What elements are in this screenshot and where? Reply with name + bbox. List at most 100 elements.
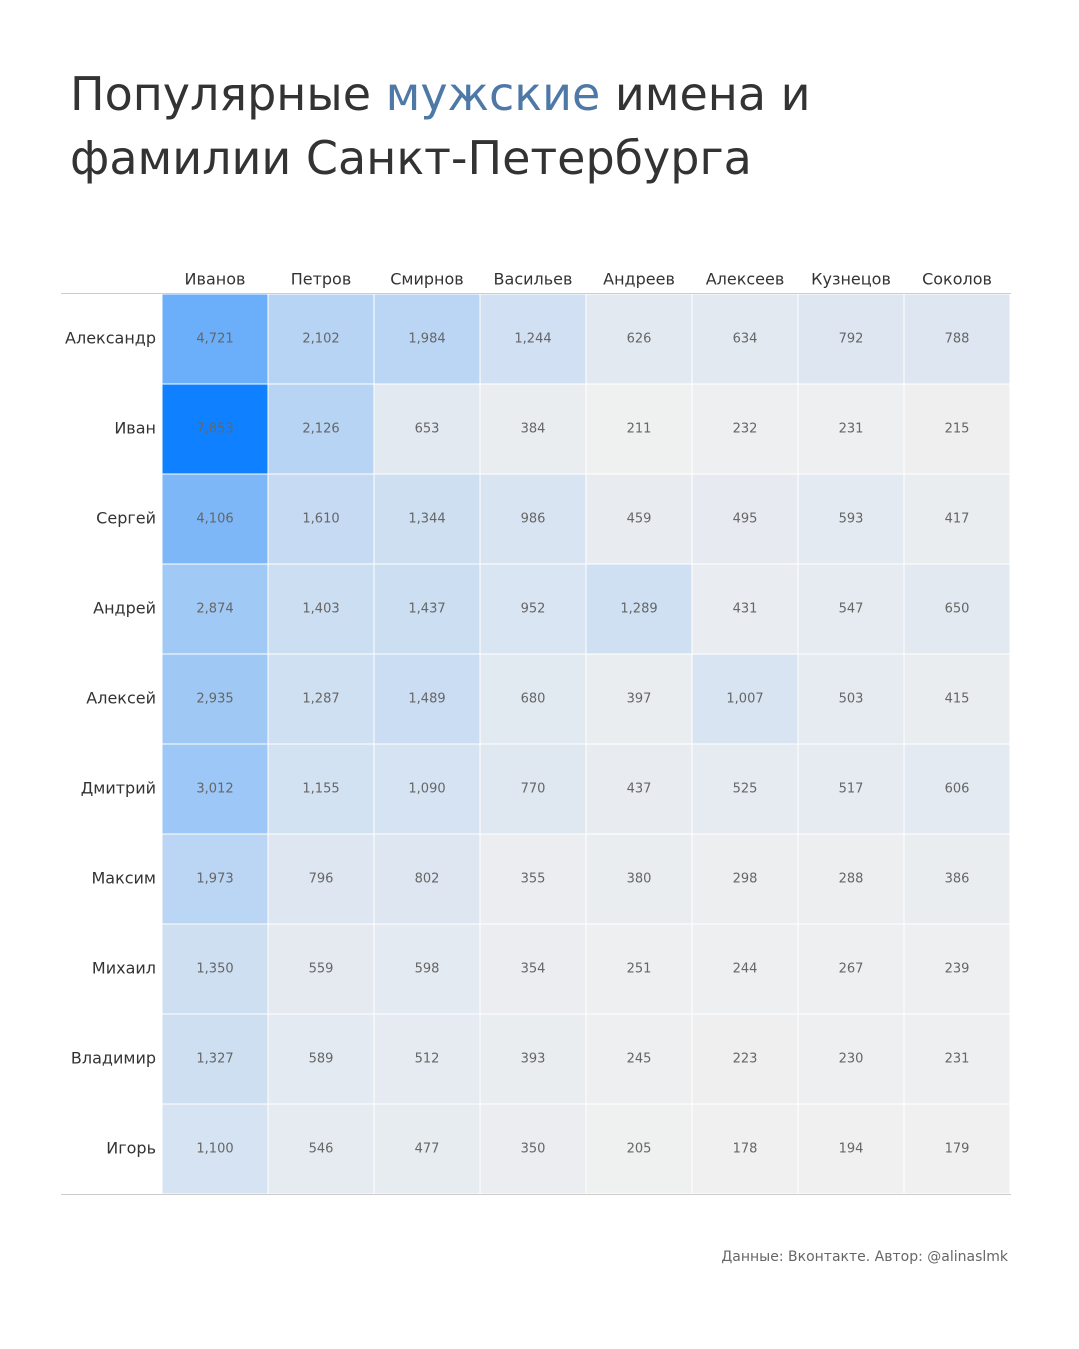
heat-cell	[161, 743, 269, 835]
cell-label: 796	[309, 872, 334, 887]
heat-cell	[267, 923, 375, 1015]
cell-label: 2,102	[302, 332, 339, 347]
column-label: Петров	[291, 270, 352, 289]
cell-label: 1,289	[620, 602, 657, 617]
heat-cell	[903, 923, 1011, 1015]
heat-cell	[585, 563, 693, 655]
heat-cell	[903, 743, 1011, 835]
cell-label: 792	[839, 332, 864, 347]
cell-label: 1,344	[408, 512, 445, 527]
cell-label: 194	[839, 1142, 864, 1157]
cell-label: 1,973	[196, 872, 233, 887]
heat-cell	[479, 653, 587, 745]
row-label: Владимир	[71, 1049, 156, 1068]
heat-cell	[797, 653, 905, 745]
cell-label: 547	[839, 602, 864, 617]
cell-label: 215	[945, 422, 970, 437]
cell-label: 606	[945, 782, 970, 797]
heat-cell	[585, 833, 693, 925]
row-label: Андрей	[93, 599, 156, 618]
column-label: Иванов	[185, 270, 246, 289]
heat-cell	[585, 923, 693, 1015]
cell-label: 788	[945, 332, 970, 347]
heat-cell	[161, 293, 269, 385]
heat-cell	[479, 1103, 587, 1195]
heat-cell	[585, 1103, 693, 1195]
cell-label: 495	[733, 512, 758, 527]
row-label: Михаил	[92, 959, 156, 978]
heat-cell	[267, 1103, 375, 1195]
cell-label: 1,090	[408, 782, 445, 797]
heat-cell	[267, 1013, 375, 1105]
heat-cell	[267, 743, 375, 835]
heat-cell	[161, 1013, 269, 1105]
heat-cell	[585, 1013, 693, 1105]
title-highlight: мужские	[385, 67, 601, 121]
row-label: Дмитрий	[81, 779, 156, 798]
column-label: Алексеев	[706, 270, 785, 289]
cell-label: 1,403	[302, 602, 339, 617]
cell-label: 251	[627, 962, 652, 977]
column-label: Кузнецов	[811, 270, 891, 289]
cell-label: 232	[733, 422, 758, 437]
cell-label: 231	[945, 1052, 970, 1067]
heat-cell	[479, 923, 587, 1015]
cell-label: 650	[945, 602, 970, 617]
row-label: Максим	[91, 869, 156, 888]
row-label: Александр	[65, 329, 156, 348]
cell-label: 952	[521, 602, 546, 617]
cell-label: 1,287	[302, 692, 339, 707]
cell-label: 386	[945, 872, 970, 887]
cell-label: 7,853	[196, 422, 233, 437]
cell-label: 626	[627, 332, 652, 347]
cell-label: 384	[521, 422, 546, 437]
heat-cell	[373, 1013, 481, 1105]
heat-cell	[267, 473, 375, 565]
cell-label: 503	[839, 692, 864, 707]
column-label: Андреев	[603, 270, 675, 289]
cell-label: 598	[415, 962, 440, 977]
heat-cell	[797, 833, 905, 925]
cell-label: 1,984	[408, 332, 445, 347]
cell-label: 354	[521, 962, 546, 977]
heat-cell	[585, 653, 693, 745]
cell-label: 653	[415, 422, 440, 437]
cell-label: 350	[521, 1142, 546, 1157]
cell-label: 680	[521, 692, 546, 707]
cell-label: 245	[627, 1052, 652, 1067]
cell-label: 4,106	[196, 512, 233, 527]
cell-label: 393	[521, 1052, 546, 1067]
heat-cell	[691, 743, 799, 835]
cell-label: 589	[309, 1052, 334, 1067]
cell-label: 770	[521, 782, 546, 797]
heat-cell	[691, 653, 799, 745]
heat-cell	[691, 383, 799, 475]
cell-label: 3,012	[196, 782, 233, 797]
cell-label: 512	[415, 1052, 440, 1067]
heat-cell	[373, 923, 481, 1015]
heat-cell	[267, 383, 375, 475]
heat-cell	[161, 653, 269, 745]
column-label: Васильев	[494, 270, 573, 289]
cell-label: 4,721	[196, 332, 233, 347]
cell-label: 415	[945, 692, 970, 707]
footer: Данные: Вконтакте. Автор: @alinaslmk	[721, 1249, 1009, 1265]
heat-cell	[373, 1103, 481, 1195]
cell-label: 802	[415, 872, 440, 887]
cell-label: 355	[521, 872, 546, 887]
heat-cell	[797, 923, 905, 1015]
cell-label: 1,155	[302, 782, 339, 797]
heat-cell	[161, 383, 269, 475]
heat-cell	[373, 653, 481, 745]
heat-cell	[903, 563, 1011, 655]
cell-label: 288	[839, 872, 864, 887]
row-label: Игорь	[106, 1139, 156, 1158]
heat-cell	[903, 473, 1011, 565]
cell-label: 437	[627, 782, 652, 797]
title-part: имена и фамилии Санкт-Петербурга	[70, 67, 811, 185]
row-label: Алексей	[86, 689, 156, 708]
cell-label: 1,350	[196, 962, 233, 977]
heat-cell	[585, 743, 693, 835]
heat-cell	[903, 653, 1011, 745]
